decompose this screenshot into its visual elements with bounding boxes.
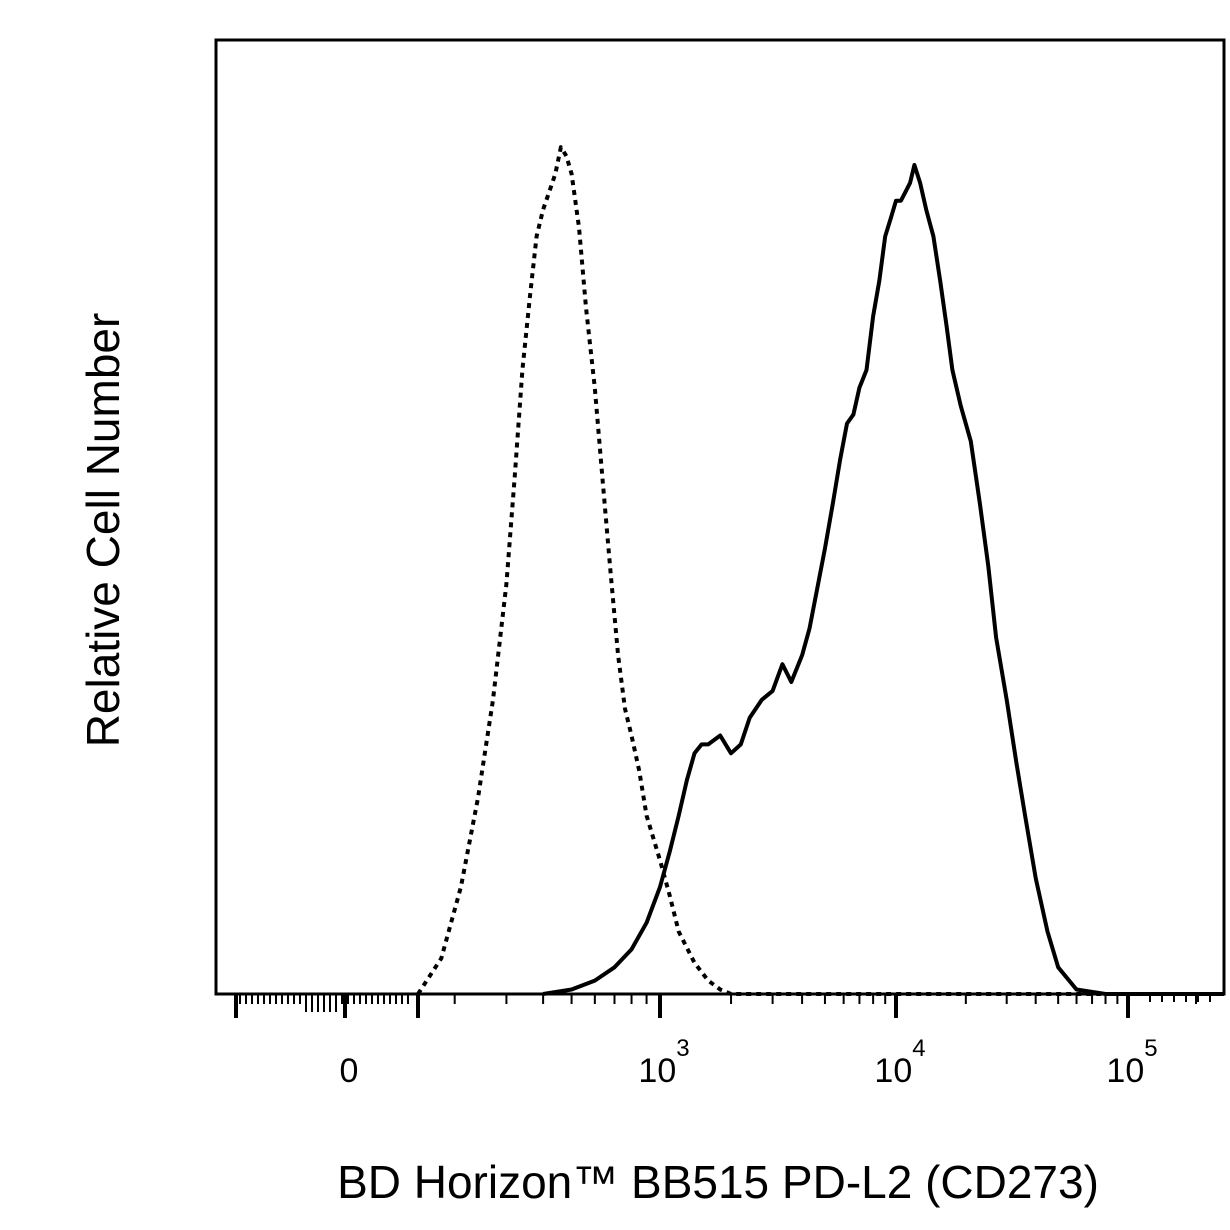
stained-sample-curve xyxy=(542,163,1224,996)
x-axis-title: BD Horizon™ BB515 PD-L2 (CD273) xyxy=(337,1156,1099,1208)
x-tick-label: 0 xyxy=(340,1052,359,1090)
histogram-curves xyxy=(416,145,1224,996)
x-tick-label: 105 xyxy=(1106,1035,1157,1090)
plot-border xyxy=(214,38,1226,996)
plot-frame xyxy=(214,38,1226,996)
x-tick-label: 104 xyxy=(874,1035,925,1090)
x-tick-labels: 0 103 104 105 xyxy=(340,1035,1158,1090)
x-tick-label: 103 xyxy=(638,1035,689,1090)
x-axis xyxy=(234,994,1211,1018)
isotype-control-curve xyxy=(416,145,1128,996)
y-axis-title: Relative Cell Number xyxy=(77,313,129,748)
